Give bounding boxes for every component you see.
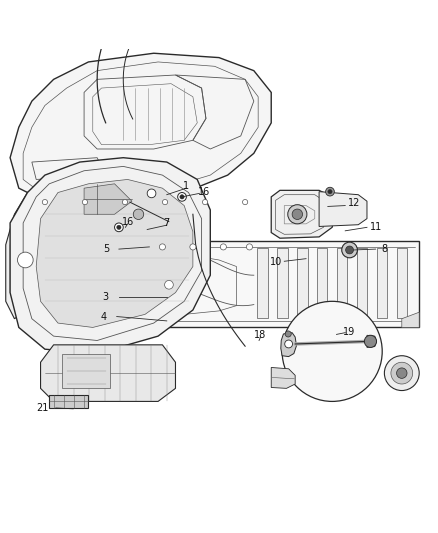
Circle shape: [292, 209, 303, 220]
Circle shape: [391, 362, 413, 384]
Text: 11: 11: [370, 222, 382, 232]
Circle shape: [288, 205, 307, 224]
Circle shape: [190, 244, 196, 250]
Polygon shape: [281, 333, 297, 357]
Polygon shape: [6, 180, 45, 319]
Polygon shape: [367, 335, 377, 348]
Polygon shape: [349, 242, 362, 257]
Circle shape: [180, 195, 184, 199]
Polygon shape: [317, 248, 328, 318]
Polygon shape: [377, 248, 387, 318]
Text: 10: 10: [269, 257, 282, 267]
Polygon shape: [396, 248, 407, 318]
Circle shape: [243, 199, 248, 205]
Text: 7: 7: [164, 218, 170, 228]
Circle shape: [342, 242, 357, 258]
Text: 8: 8: [381, 244, 388, 254]
Text: 19: 19: [343, 327, 356, 337]
Polygon shape: [297, 248, 307, 318]
Circle shape: [147, 189, 156, 198]
Circle shape: [18, 252, 33, 268]
Text: 16: 16: [121, 217, 134, 227]
Text: 18: 18: [254, 330, 266, 340]
Circle shape: [285, 331, 291, 337]
Circle shape: [396, 368, 407, 378]
Polygon shape: [257, 248, 268, 318]
Polygon shape: [271, 367, 295, 389]
Circle shape: [328, 189, 332, 194]
Circle shape: [385, 356, 419, 391]
Polygon shape: [49, 395, 88, 408]
Circle shape: [165, 280, 173, 289]
Polygon shape: [84, 184, 132, 214]
Circle shape: [325, 187, 334, 196]
Circle shape: [42, 199, 47, 205]
Polygon shape: [319, 192, 367, 227]
Circle shape: [247, 244, 253, 250]
Circle shape: [202, 199, 208, 205]
Text: 21: 21: [36, 403, 49, 413]
Polygon shape: [337, 248, 347, 318]
Circle shape: [178, 192, 186, 201]
Polygon shape: [10, 53, 271, 206]
Circle shape: [115, 223, 123, 232]
Text: 4: 4: [101, 312, 107, 321]
Circle shape: [159, 244, 166, 250]
Circle shape: [220, 244, 226, 250]
Text: 1: 1: [183, 181, 189, 191]
Circle shape: [346, 246, 353, 254]
Circle shape: [162, 199, 168, 205]
Circle shape: [282, 301, 382, 401]
Polygon shape: [271, 190, 336, 238]
Circle shape: [122, 199, 127, 205]
Circle shape: [82, 199, 88, 205]
Text: 3: 3: [103, 292, 109, 302]
Polygon shape: [357, 248, 367, 318]
Circle shape: [133, 209, 144, 220]
Circle shape: [117, 225, 121, 230]
Circle shape: [285, 340, 293, 348]
Text: 16: 16: [198, 187, 210, 197]
Polygon shape: [402, 312, 419, 327]
Polygon shape: [110, 197, 154, 232]
Circle shape: [364, 335, 377, 348]
Polygon shape: [145, 241, 419, 327]
Text: 12: 12: [348, 198, 360, 208]
Text: 5: 5: [103, 244, 109, 254]
Polygon shape: [36, 180, 193, 327]
Polygon shape: [41, 345, 176, 401]
Polygon shape: [277, 248, 288, 318]
Polygon shape: [10, 158, 210, 353]
Polygon shape: [62, 353, 110, 389]
